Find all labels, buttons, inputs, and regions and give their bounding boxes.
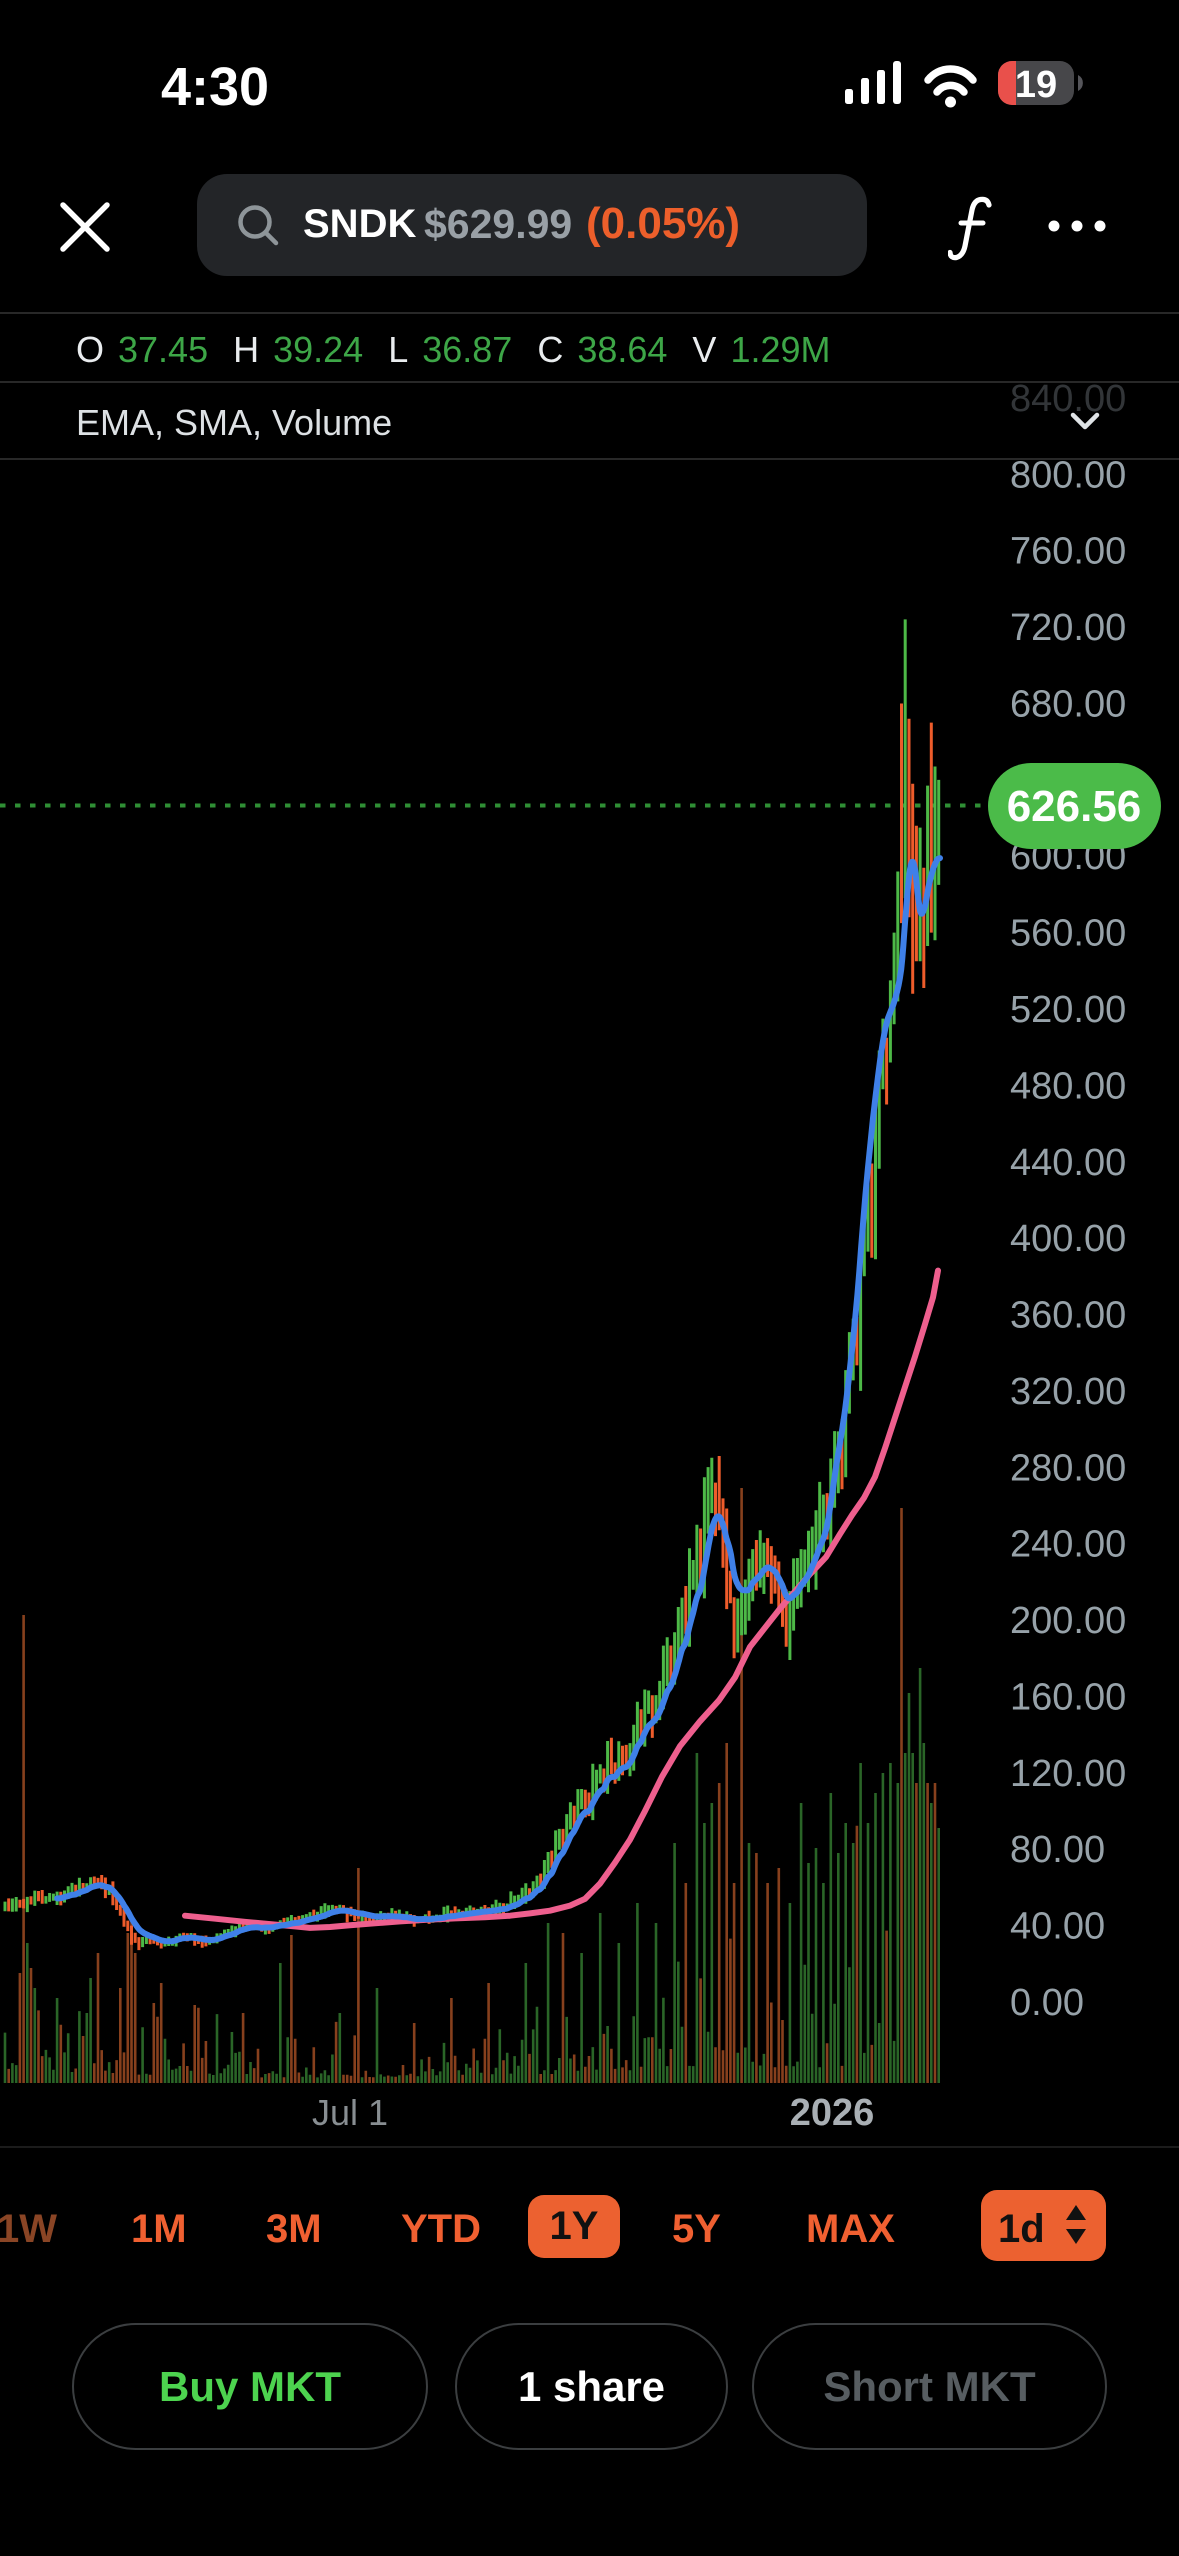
svg-text:40.00: 40.00: [1010, 1906, 1105, 1948]
svg-text:80.00: 80.00: [1010, 1829, 1105, 1871]
svg-text:200.00: 200.00: [1010, 1600, 1126, 1642]
svg-text:360.00: 360.00: [1010, 1295, 1126, 1337]
svg-text:520.00: 520.00: [1010, 989, 1126, 1031]
svg-text:240.00: 240.00: [1010, 1524, 1126, 1566]
svg-text:440.00: 440.00: [1010, 1142, 1126, 1184]
svg-text:280.00: 280.00: [1010, 1447, 1126, 1489]
svg-text:800.00: 800.00: [1010, 454, 1126, 496]
svg-text:160.00: 160.00: [1010, 1677, 1126, 1719]
svg-text:760.00: 760.00: [1010, 531, 1126, 573]
svg-text:626.56: 626.56: [1007, 782, 1142, 831]
svg-text:560.00: 560.00: [1010, 913, 1126, 955]
svg-text:680.00: 680.00: [1010, 684, 1126, 726]
svg-text:0.00: 0.00: [1010, 1982, 1084, 2024]
svg-text:480.00: 480.00: [1010, 1065, 1126, 1107]
svg-text:120.00: 120.00: [1010, 1753, 1126, 1795]
svg-text:400.00: 400.00: [1010, 1218, 1126, 1260]
svg-text:320.00: 320.00: [1010, 1371, 1126, 1413]
svg-text:2026: 2026: [790, 2092, 875, 2134]
svg-text:Jul 1: Jul 1: [312, 2092, 388, 2133]
svg-text:19: 19: [1015, 64, 1057, 106]
svg-text:840.00: 840.00: [1010, 378, 1126, 420]
svg-text:720.00: 720.00: [1010, 607, 1126, 649]
